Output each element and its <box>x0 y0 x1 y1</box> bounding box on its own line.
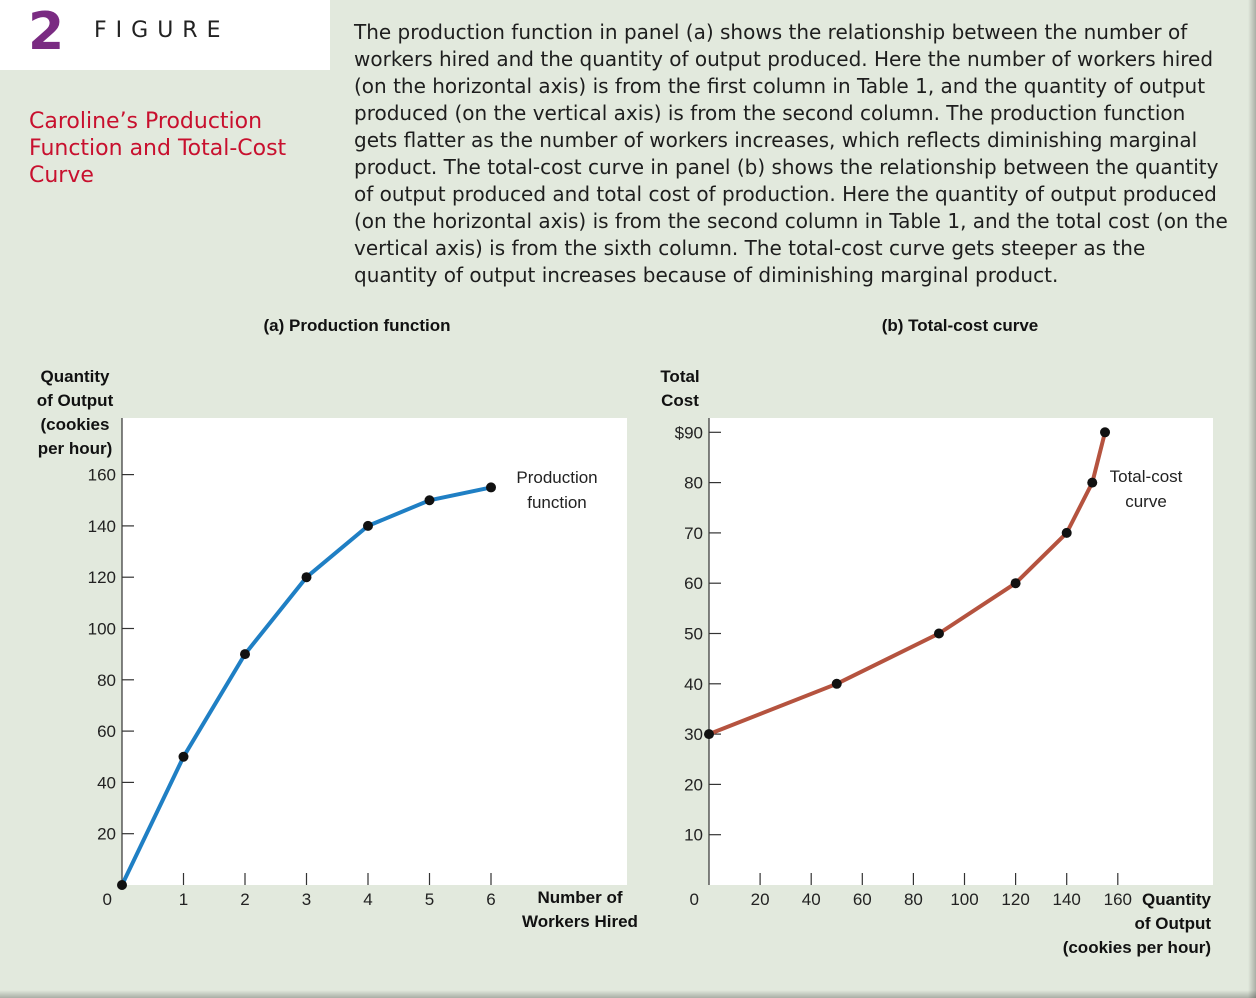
figure-label: FIGURE <box>94 18 230 43</box>
x-axis-label: (cookies per hour) <box>1063 938 1211 957</box>
x-tick-label: 160 <box>1104 890 1132 909</box>
x-axis-label: Number of <box>538 888 623 907</box>
x-tick-label: 60 <box>853 890 872 909</box>
figure-caption: The production function in panel (a) sho… <box>354 20 1228 287</box>
y-axis-label: Total <box>660 367 699 386</box>
data-point <box>1010 578 1021 589</box>
y-tick-label: 10 <box>684 826 703 845</box>
x-axis-label: of Output <box>1135 914 1212 933</box>
y-tick-label: 30 <box>684 725 703 744</box>
x-tick-label: 40 <box>802 890 821 909</box>
y-tick-label: 80 <box>684 474 703 493</box>
data-point <box>178 751 189 762</box>
page-shadow-bottom <box>0 990 1256 998</box>
x-axis-label: Quantity <box>1142 890 1211 909</box>
y-tick-label: 40 <box>97 773 116 792</box>
data-point <box>486 482 496 493</box>
data-point <box>1061 527 1072 538</box>
x-axis-label: Workers Hired <box>522 912 638 931</box>
y-tick-label: 50 <box>684 625 703 644</box>
x-tick-label: 140 <box>1053 890 1081 909</box>
y-tick-label: 160 <box>88 466 116 485</box>
data-point <box>363 520 373 531</box>
y-axis-label: of Output <box>37 391 114 410</box>
data-point <box>1087 477 1098 488</box>
data-point <box>1100 427 1111 438</box>
y-axis-label: Quantity <box>41 367 110 386</box>
plot-area-1 <box>122 418 627 885</box>
data-point <box>117 880 127 890</box>
x-tick-label: 2 <box>240 890 249 909</box>
y-tick-label: 120 <box>88 568 116 587</box>
x-tick-label: 1 <box>179 890 188 909</box>
y-tick-label: 60 <box>684 574 703 593</box>
y-tick-label: 20 <box>97 825 116 844</box>
data-point <box>424 495 435 506</box>
y-axis-label: per hour) <box>38 439 113 458</box>
figure-number: 2 <box>28 2 65 62</box>
data-point <box>301 572 312 583</box>
y-tick-label: 100 <box>88 620 116 639</box>
figure-title: Caroline’s Production Function and Total… <box>29 109 287 188</box>
x-tick-label: 120 <box>1001 890 1029 909</box>
y-tick-label: 80 <box>97 671 116 690</box>
x-tick-label: 0 <box>103 890 112 909</box>
data-point <box>704 729 714 740</box>
data-point <box>240 649 250 660</box>
series-label: Production <box>516 468 597 487</box>
data-point <box>933 628 944 639</box>
series-label: function <box>527 493 587 512</box>
x-tick-label: 3 <box>302 890 311 909</box>
y-axis-label: (cookies <box>41 415 110 434</box>
y-tick-label: 140 <box>88 517 116 536</box>
plot-area-2 <box>709 418 1213 885</box>
series-label: curve <box>1125 492 1167 511</box>
y-tick-label: 70 <box>684 524 703 543</box>
y-tick-label: 20 <box>684 775 703 794</box>
x-tick-label: 4 <box>363 890 372 909</box>
x-tick-label: 6 <box>486 890 495 909</box>
x-tick-label: 0 <box>690 890 699 909</box>
panel-title-2: (b) Total-cost curve <box>882 316 1038 335</box>
y-tick-label: 40 <box>684 675 703 694</box>
x-tick-label: 5 <box>425 890 434 909</box>
panel-title-1: (a) Production function <box>264 316 451 335</box>
x-tick-label: 100 <box>950 890 978 909</box>
x-tick-label: 80 <box>904 890 923 909</box>
page-shadow-right <box>1248 0 1256 998</box>
y-tick-label: $90 <box>675 423 703 442</box>
data-point <box>831 678 842 689</box>
y-axis-label: Cost <box>661 391 699 410</box>
x-tick-label: 20 <box>751 890 770 909</box>
y-tick-label: 60 <box>97 722 116 741</box>
figure-header: 2 FIGURE <box>0 0 330 70</box>
series-label: Total-cost <box>1110 467 1183 486</box>
